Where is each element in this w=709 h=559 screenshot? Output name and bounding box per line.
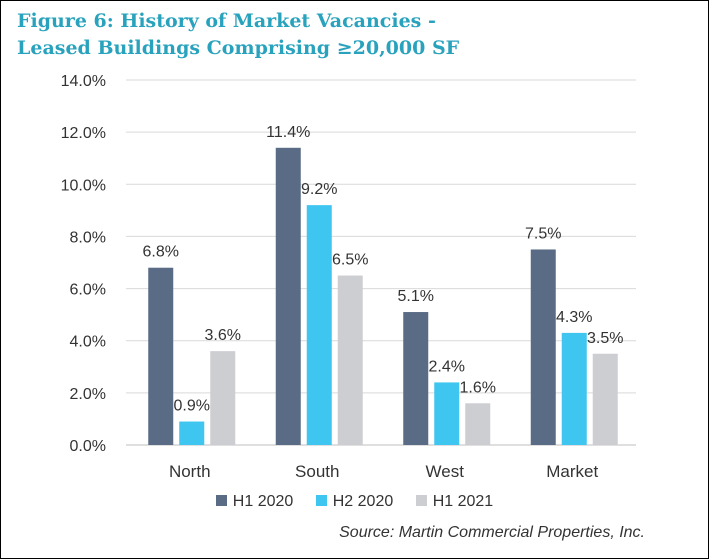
y-tick-label: 0.0% — [70, 438, 106, 455]
x-category-label: West — [426, 462, 465, 481]
legend-label-h2-2020: H2 2020 — [332, 493, 394, 510]
y-tick-label: 12.0% — [61, 125, 106, 142]
data-label: 9.2% — [301, 181, 337, 198]
bar — [530, 249, 556, 445]
bar — [275, 147, 301, 446]
y-tick-label: 4.0% — [70, 334, 106, 351]
x-category-label: South — [295, 462, 339, 481]
legend-item-h2-2020: H2 2020 — [315, 493, 394, 511]
bar — [403, 312, 429, 445]
bar — [465, 403, 491, 445]
y-tick-label: 2.0% — [70, 386, 106, 403]
legend-item-h1-2021: H1 2021 — [415, 493, 494, 511]
legend-swatch-h2-2020 — [315, 495, 327, 506]
chart-title: Figure 6: History of Market Vacancies - … — [17, 8, 459, 62]
bar — [592, 353, 618, 445]
data-label: 4.3% — [556, 309, 592, 326]
x-category-label: Market — [546, 462, 598, 481]
bar — [434, 382, 460, 445]
data-label: 11.4% — [266, 124, 310, 141]
y-tick-label: 14.0% — [61, 73, 106, 90]
legend-label-h1-2020: H1 2020 — [232, 493, 294, 510]
y-tick-label: 8.0% — [70, 229, 106, 246]
data-label: 1.6% — [460, 379, 496, 396]
legend-swatch-h1-2020 — [215, 495, 227, 506]
bar — [306, 205, 332, 445]
data-label: 3.5% — [587, 330, 623, 347]
bar — [148, 267, 174, 445]
bar — [337, 275, 363, 445]
data-label: 6.8% — [143, 244, 179, 261]
legend-label-h1-2021: H1 2021 — [432, 493, 494, 510]
data-label: 6.5% — [332, 252, 368, 269]
data-label: 5.1% — [398, 288, 434, 305]
chart-title-line-1: Figure 6: History of Market Vacancies - — [17, 10, 436, 32]
source-note: Source: Martin Commercial Properties, In… — [339, 524, 645, 541]
bar-chart: 0.0% 2.0% 4.0% 6.0% 8.0% 10.0% 12.0% 14.0% 6.8% 0… — [61, 73, 636, 481]
legend-item-h1-2020: H1 2020 — [215, 493, 294, 511]
data-label: 3.6% — [205, 327, 241, 344]
chart-title-line-2: Leased Buildings Comprising ≥20,000 SF — [17, 37, 460, 59]
legend: H1 2020 H2 2020 H1 2021 — [0, 493, 709, 511]
y-tick-label: 10.0% — [61, 177, 106, 194]
y-tick-label: 6.0% — [70, 282, 106, 299]
bar — [561, 332, 587, 445]
bar — [179, 421, 205, 445]
data-label: 0.9% — [174, 398, 210, 415]
data-label: 2.4% — [429, 358, 465, 375]
bar — [210, 351, 236, 445]
x-category-label: North — [169, 462, 211, 481]
legend-swatch-h1-2021 — [415, 495, 427, 506]
data-label: 7.5% — [525, 225, 561, 242]
